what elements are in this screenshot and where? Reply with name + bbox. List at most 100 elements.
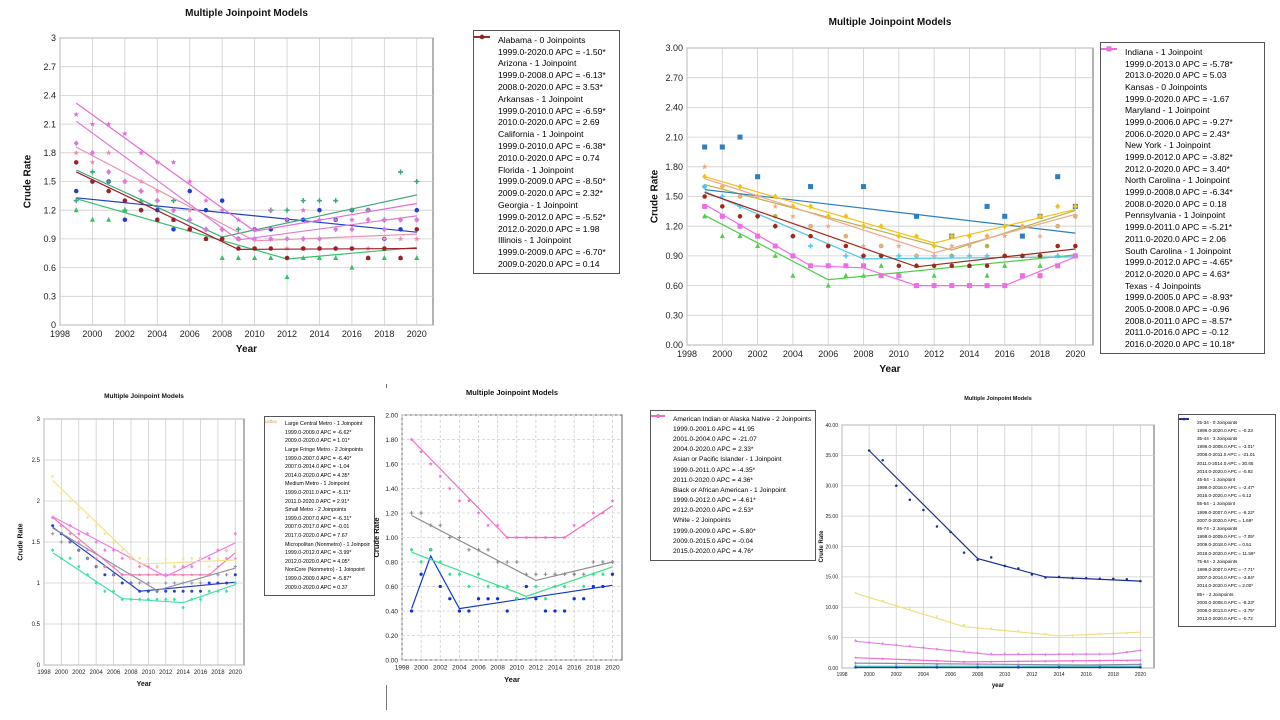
x-tick-label: 2020	[407, 329, 427, 339]
legend-item: 2010.0-2020.0 APC = 0.74	[474, 36, 615, 164]
data-point	[77, 548, 81, 552]
data-point	[1125, 659, 1129, 663]
data-point	[414, 227, 420, 232]
data-point	[163, 556, 168, 560]
legend-item: Arizona - 1 Joinpoint	[478, 34, 615, 70]
data-point	[428, 461, 433, 466]
data-point	[1017, 666, 1020, 669]
data-point	[190, 597, 194, 602]
data-point	[1001, 233, 1008, 239]
legend-text: 2009.0-2015.0 APC = -0.04	[673, 537, 754, 545]
data-point	[349, 246, 355, 251]
data-point	[111, 548, 116, 553]
data-point	[316, 255, 322, 261]
data-point	[77, 531, 81, 536]
data-point	[854, 666, 857, 669]
x-tick-label: 2008	[212, 329, 232, 339]
data-point	[843, 233, 849, 239]
x-tick-label: 2010	[889, 349, 909, 359]
x-tick-label: 2016	[342, 329, 362, 339]
legend-text: California - 1 Joinpoint	[498, 129, 584, 140]
x-tick-label: 1998	[50, 329, 70, 339]
data-point	[224, 589, 229, 594]
data-point	[89, 169, 95, 175]
legend-item: Asian or Pacific Islander - 1 Joinpoint	[655, 413, 811, 465]
data-point	[582, 597, 586, 601]
y-tick-label: 15.00	[825, 575, 838, 581]
data-point	[50, 474, 55, 478]
data-point	[137, 581, 142, 585]
data-point	[854, 591, 858, 594]
data-point	[966, 253, 972, 259]
data-point	[878, 262, 884, 268]
data-point	[476, 572, 481, 577]
y-tick-label: 35.00	[825, 453, 838, 459]
y-tick-label: 0.80	[385, 559, 398, 566]
data-point	[111, 564, 116, 569]
data-point	[702, 184, 708, 190]
legend-item: 1999.0-2012.0 APC = -3.82*	[1101, 48, 1260, 163]
data-point	[860, 243, 867, 249]
data-point	[252, 255, 258, 261]
data-point	[702, 173, 708, 180]
data-point	[908, 658, 912, 662]
legend-item: Arkansas - 1 Joinpoint	[478, 34, 615, 105]
data-point	[216, 548, 220, 553]
chart-title: Multiple Joinpoint Models	[104, 393, 184, 400]
data-point	[397, 235, 404, 242]
data-point	[505, 535, 510, 540]
data-point	[233, 556, 238, 560]
data-point	[601, 584, 605, 589]
legend-item: 2007.0-2014.0 APC = -3.84*	[1179, 418, 1271, 582]
data-point	[111, 573, 116, 577]
data-point	[562, 572, 567, 577]
data-point	[976, 558, 979, 562]
legend-item: Kansas - 0 Joinpoints	[1105, 46, 1260, 93]
y-tick-label: 0.20	[385, 633, 398, 640]
data-point	[581, 572, 586, 577]
data-point	[948, 619, 953, 623]
data-point	[146, 581, 151, 585]
data-point	[825, 282, 831, 288]
legend-text: 1999.0-2020.0 APC = -0.23	[1197, 427, 1253, 433]
data-point	[1057, 633, 1061, 637]
data-point	[543, 572, 548, 577]
legend-text: 1999.0-2011.0 APC = -5.21*	[1125, 222, 1233, 233]
x-tick-label: 1998	[395, 665, 410, 672]
data-point	[543, 535, 548, 540]
data-point	[85, 556, 90, 561]
data-point	[562, 535, 567, 540]
legend-text: Pennsylvania - 1 Joinpoint	[1125, 210, 1226, 221]
data-point	[719, 233, 725, 239]
data-point	[381, 216, 388, 223]
data-point	[316, 216, 323, 223]
data-point	[225, 581, 229, 585]
data-point	[984, 243, 990, 249]
data-point	[702, 203, 708, 209]
data-point	[790, 272, 796, 278]
data-point	[154, 197, 160, 204]
y-tick-label: 3	[37, 417, 41, 423]
data-point	[808, 184, 814, 190]
data-point	[772, 243, 778, 249]
data-point	[419, 511, 423, 515]
data-point	[895, 666, 898, 669]
legend-item: 1999.0-2020.0 APC = -1.50*	[474, 36, 615, 58]
x-tick-label: 2006	[107, 670, 121, 676]
data-point	[719, 144, 725, 150]
data-point	[984, 233, 990, 239]
x-tick-label: 1998	[37, 670, 51, 676]
data-point	[495, 560, 500, 564]
legend-item: 2008.0-2011.0 APC = -21.01	[1179, 418, 1271, 459]
data-point	[719, 183, 726, 189]
data-point	[105, 149, 112, 156]
data-point	[219, 236, 225, 242]
x-tick-label: 2016	[995, 349, 1015, 359]
y-tick-label: 30.00	[825, 484, 838, 490]
legend-item: 1999.0-2011.0 APC = -5.21*	[1101, 48, 1260, 233]
data-point	[164, 597, 168, 602]
data-point	[186, 178, 193, 184]
x-tick-label: 2012	[1026, 672, 1037, 678]
data-point	[505, 560, 510, 564]
data-point	[106, 216, 112, 222]
